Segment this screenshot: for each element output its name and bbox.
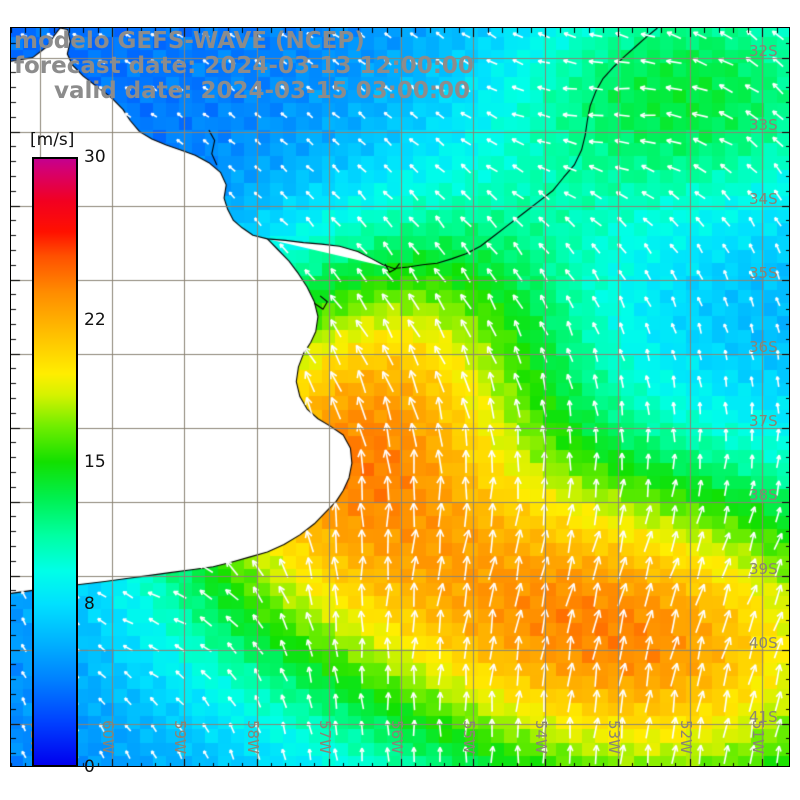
colorbar-tick-label: 22 [84,309,106,330]
latitude-label: 38S [749,485,778,504]
longitude-label: 53W [604,720,623,754]
colorbar-tick-label: 8 [84,594,95,615]
latitude-label: 34S [749,189,778,208]
colorbar-tick-label: 0 [84,757,95,777]
title-model-line: modelo GEFS-WAVE (NCEP) [14,28,365,54]
latitude-label: 33S [749,115,778,134]
latitude-label: 39S [749,559,778,578]
title-forecast-date-line: forecast date: 2024-03-13 12:00:00 [14,53,474,79]
longitude-label: 51W [749,720,768,754]
longitude-label: 57W [315,720,334,754]
colorbar-gradient[interactable] [32,157,78,767]
colorbar-tick-label: 15 [84,452,106,472]
longitude-label: 55W [460,720,479,754]
latitude-label: 36S [749,337,778,356]
land-mask-layer [11,28,789,766]
longitude-label: 58W [243,720,262,754]
latitude-label: 32S [749,41,778,60]
longitude-label: 59W [171,720,190,754]
latitude-label: 37S [749,411,778,430]
figure-title-block: modelo GEFS-WAVE (NCEP) forecast date: 2… [12,29,512,104]
longitude-label: 54W [532,720,551,754]
latitude-label: 40S [749,633,778,652]
longitude-label: 60W [99,720,118,754]
colorbar-tick-label: 30 [84,147,106,167]
latitude-label: 41S [749,707,778,726]
longitude-label: 52W [676,720,695,754]
title-valid-date-line: valid date: 2024-03-15 03:00:00 [53,78,471,104]
latitude-label: 35S [749,263,778,282]
longitude-label: 56W [388,720,406,754]
colorbar-unit-label: [m/s] [30,130,75,150]
